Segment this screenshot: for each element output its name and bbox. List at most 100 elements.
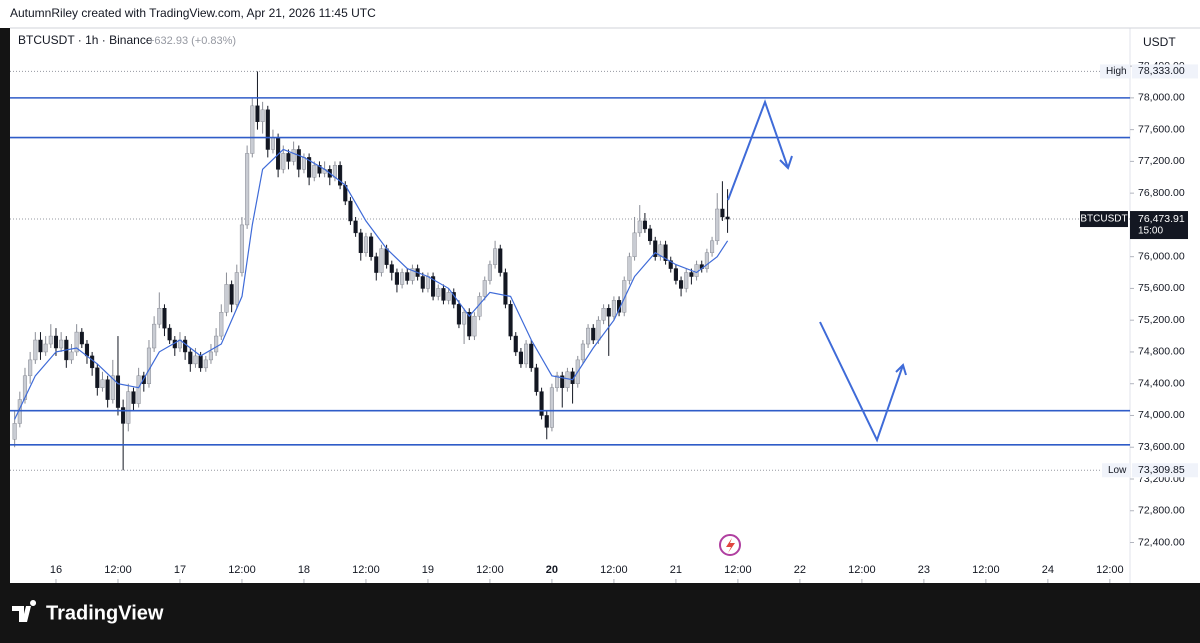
high-tag: High [1106, 66, 1127, 77]
x-tick-label: 12:00 [600, 564, 628, 576]
candle-body [694, 264, 699, 277]
candle-body [312, 165, 317, 178]
currency: USDT [1143, 35, 1176, 49]
candle-body [301, 157, 306, 170]
candle-body [198, 355, 203, 369]
candle-body [270, 137, 276, 150]
candle-body [28, 359, 33, 377]
candle-body [544, 415, 549, 428]
x-tick-label: 12:00 [1096, 564, 1124, 576]
candle-body [48, 335, 53, 345]
candle-body [332, 165, 337, 178]
event-bolt [726, 538, 735, 553]
candle-body [627, 256, 632, 281]
x-tick-label: 12:00 [724, 564, 752, 576]
candle-body [725, 216, 730, 220]
candle-body [53, 335, 59, 349]
candle-body [131, 391, 136, 404]
plot: 78,400.0078,000.0077,600.0077,200.0076,8… [10, 60, 1198, 583]
candle-body [580, 343, 585, 361]
candle-body [43, 343, 48, 353]
candle-body [611, 300, 616, 317]
candle-body [503, 272, 508, 305]
candle-body [59, 339, 64, 349]
x-tick-label: 18 [298, 564, 310, 576]
candle-body [348, 200, 353, 222]
candle-body [193, 355, 198, 365]
candle-body [565, 371, 570, 388]
x-tick-label: 22 [794, 564, 806, 576]
x-tick-label: 12:00 [972, 564, 1000, 576]
x-tick-label: 24 [1042, 564, 1054, 576]
x-tick-label: 12:00 [848, 564, 876, 576]
candle-body [549, 387, 554, 428]
candle-body [524, 343, 529, 365]
candle-body [420, 276, 425, 289]
candle-body [596, 319, 601, 341]
candle-body [95, 367, 100, 388]
candle-body [281, 153, 286, 170]
symbol-tag-bg [1080, 211, 1128, 228]
candle-body [358, 232, 363, 253]
candle-body [673, 268, 678, 281]
candle-body [234, 272, 239, 305]
candle-body [183, 339, 188, 353]
candle-body [260, 109, 265, 122]
candle-body [456, 304, 461, 325]
x-tick-label: 20 [546, 564, 558, 576]
y-tick-label: 76,800.00 [1138, 187, 1185, 199]
high-label-bg [1132, 64, 1198, 79]
event-icon[interactable] [719, 534, 741, 556]
candle-body [214, 335, 219, 353]
candle-body [560, 375, 565, 388]
candle-body [369, 236, 374, 257]
last-price-bg [1130, 211, 1188, 240]
candle-body [663, 244, 668, 261]
candle-body [384, 248, 389, 265]
candle-body [100, 379, 105, 388]
y-tick-label: 72,800.00 [1138, 505, 1185, 517]
candle-body [229, 284, 234, 305]
low-label: 73,309.85 [1138, 464, 1185, 476]
x-tick-label: 12:00 [476, 564, 504, 576]
candle-body [410, 268, 415, 281]
candle-body [69, 351, 74, 361]
candle-body [250, 105, 255, 154]
candle-body [632, 232, 637, 257]
high-tag-bg [1100, 64, 1130, 79]
candle-body [126, 391, 131, 424]
candle-body [121, 407, 126, 424]
candle-body [684, 272, 689, 289]
candle-body [467, 311, 472, 337]
candle-body [446, 292, 451, 301]
candle-body [162, 308, 167, 329]
arrow-head [779, 155, 793, 170]
chart-title: AutumnRiley created with TradingView.com… [10, 6, 376, 20]
candle-body [689, 272, 694, 277]
candle-body [472, 315, 477, 337]
last-price-label: 76,473.91 [1138, 213, 1185, 225]
candle-body [379, 248, 384, 273]
candle-body [338, 165, 343, 186]
candle-body [482, 280, 487, 297]
candle-body [265, 109, 270, 150]
candle-body [715, 208, 720, 242]
candle-body [534, 367, 539, 392]
candle-body [431, 276, 436, 297]
x-tick-label: 12:00 [352, 564, 380, 576]
arrow-drawing [727, 99, 789, 201]
candle-body [219, 311, 224, 337]
candle-body [405, 272, 410, 281]
candle-body [307, 157, 312, 178]
x-tick-label: 12:00 [104, 564, 132, 576]
legend-symbol: BTCUSDT · 1h · Binance [18, 33, 153, 47]
candle-body [529, 343, 534, 369]
candle-body [353, 220, 358, 234]
candle-body [720, 208, 725, 218]
y-tick-label: 78,000.00 [1138, 92, 1185, 104]
candle-body [539, 391, 544, 416]
candle-body [679, 280, 684, 289]
y-tick-label: 74,000.00 [1138, 409, 1185, 421]
candle-body [105, 379, 110, 400]
